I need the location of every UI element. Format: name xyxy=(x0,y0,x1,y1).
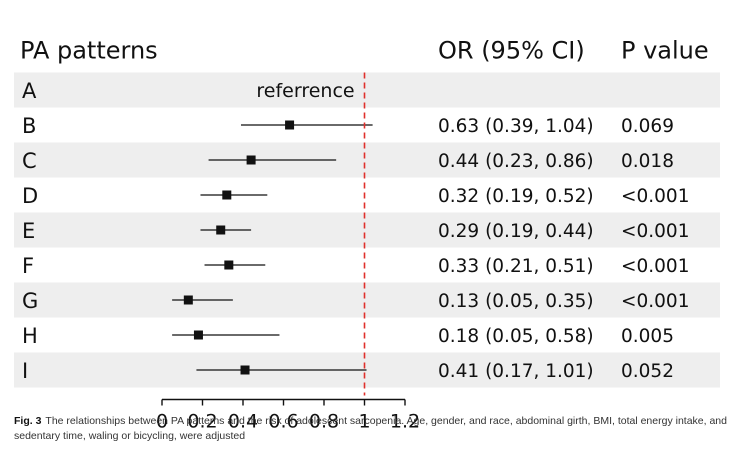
or-point-group-g xyxy=(183,295,193,305)
column-header-p-value: P value xyxy=(621,37,709,65)
row-band-group-c xyxy=(14,142,720,178)
x-tick-label-4: 0.8 xyxy=(309,411,339,433)
x-tick-label-2: 0.4 xyxy=(228,411,258,433)
row-band-group-g xyxy=(14,282,720,318)
figure-label: Fig. 3 xyxy=(14,415,42,427)
row-label-group-g: G xyxy=(22,289,38,313)
row-label-group-f: F xyxy=(22,254,34,278)
or-point-group-i xyxy=(240,365,250,375)
row-label-group-c: C xyxy=(22,149,37,173)
row-label-group-i: I xyxy=(22,359,28,383)
row-label-group-d: D xyxy=(22,184,38,208)
or-ci-text-group-h: 0.18 (0.05, 0.58) xyxy=(438,326,594,347)
row-shading xyxy=(14,72,720,388)
figure-caption-text: The relationships between PA patterns an… xyxy=(14,415,727,442)
or-point-group-h xyxy=(193,330,203,340)
row-label-group-h: H xyxy=(22,324,38,348)
row-band-group-e xyxy=(14,212,720,248)
row-label-group-e: E xyxy=(22,219,35,243)
p-value-group-b: 0.069 xyxy=(621,116,674,137)
p-value-group-f: <0.001 xyxy=(621,256,689,277)
p-value-group-i: 0.052 xyxy=(621,361,674,382)
row-band-group-a xyxy=(14,72,720,108)
x-tick-label-5: 1 xyxy=(358,411,370,433)
or-ci-text-group-f: 0.33 (0.21, 0.51) xyxy=(438,256,594,277)
or-ci-text-group-b: 0.63 (0.39, 1.04) xyxy=(438,116,594,137)
p-value-group-h: 0.005 xyxy=(621,326,674,347)
or-point-group-c xyxy=(246,155,256,165)
row-label-group-b: B xyxy=(22,114,36,138)
figure-caption: Fig. 3 The relationships between PA patte… xyxy=(14,414,738,444)
or-point-group-d xyxy=(222,190,232,200)
or-ci-text-group-e: 0.29 (0.19, 0.44) xyxy=(438,221,594,242)
x-tick-label-0: 0 xyxy=(156,411,168,433)
x-axis: 0 0.2 0.4 0.6 0.8 1 1.2 xyxy=(156,398,420,433)
or-ci-text-group-c: 0.44 (0.23, 0.86) xyxy=(438,151,594,172)
x-tick-label-1: 0.2 xyxy=(187,411,217,433)
row-label-group-a: A xyxy=(22,79,37,103)
p-value-group-g: <0.001 xyxy=(621,291,689,312)
or-point-group-f xyxy=(224,260,234,270)
or-point-group-b xyxy=(285,120,295,130)
column-header-pa-patterns: PA patterns xyxy=(20,37,158,65)
reference-label: referrence xyxy=(256,80,354,102)
or-ci-text-group-d: 0.32 (0.19, 0.52) xyxy=(438,186,594,207)
p-value-group-e: <0.001 xyxy=(621,221,689,242)
column-header-or-ci: OR (95% CI) xyxy=(438,37,585,65)
x-tick-label-6: 1.2 xyxy=(390,411,420,433)
or-point-group-e xyxy=(216,225,226,235)
p-value-group-d: <0.001 xyxy=(621,186,689,207)
or-ci-text-group-g: 0.13 (0.05, 0.35) xyxy=(438,291,594,312)
or-ci-text-group-i: 0.41 (0.17, 1.01) xyxy=(438,361,594,382)
p-value-group-c: 0.018 xyxy=(621,151,674,172)
x-tick-label-3: 0.6 xyxy=(268,411,298,433)
row-band-group-i xyxy=(14,352,720,388)
